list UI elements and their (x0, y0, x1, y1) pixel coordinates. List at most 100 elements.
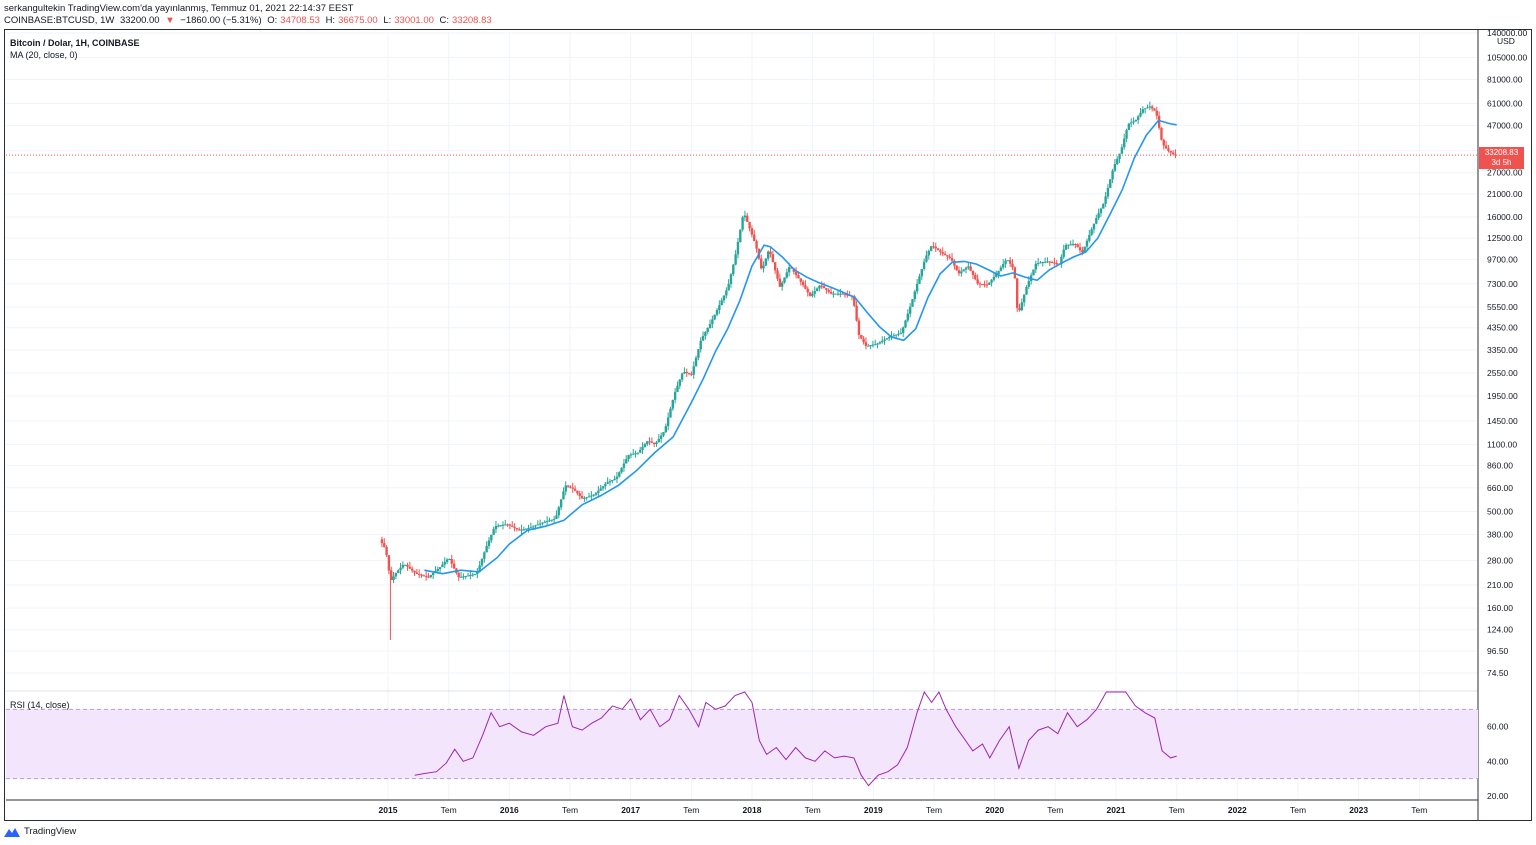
price-tick-label: 3350.00 (1487, 345, 1518, 355)
candle-body (538, 523, 542, 525)
candle-body (808, 292, 812, 296)
candle-body (511, 525, 514, 527)
candle-body (387, 555, 391, 571)
candle-body (815, 288, 819, 292)
candle-body (1009, 260, 1012, 264)
candle-body (1092, 223, 1096, 230)
candle-body (518, 529, 521, 531)
candle-body (1123, 138, 1126, 148)
price-tick-label: 9700.00 (1487, 255, 1518, 265)
candle-body (897, 333, 900, 335)
candle-body (969, 266, 972, 271)
candle-body (1027, 281, 1031, 287)
price-tick-label: 2550.00 (1487, 368, 1518, 378)
candle-body (913, 291, 917, 300)
candle-body (397, 570, 400, 574)
candle-body (867, 345, 870, 347)
price-tick-label: 21000.00 (1487, 189, 1523, 199)
candle-body (466, 575, 470, 577)
candle-body (392, 576, 395, 580)
candle-body (1083, 246, 1086, 253)
candle-body (1025, 286, 1028, 295)
time-tick-label: 2018 (743, 805, 762, 815)
candle-body (1011, 263, 1014, 268)
candle-body (1002, 264, 1005, 268)
candle-body (450, 558, 453, 564)
price-tick-label: 61000.00 (1487, 99, 1523, 109)
candle-body (1055, 263, 1058, 265)
candle-body (1043, 261, 1047, 263)
candle-body (469, 575, 472, 577)
candle-body (639, 449, 642, 453)
candle-body (997, 270, 1000, 275)
candle-body (485, 546, 488, 553)
candle-body (1062, 249, 1065, 257)
candle-body (839, 293, 842, 295)
candle-body (448, 558, 451, 560)
candle-body (1039, 262, 1042, 264)
candle-body (932, 246, 935, 248)
candle-body (701, 335, 705, 341)
candle-body (508, 524, 512, 526)
candle-body (676, 385, 679, 392)
candle-body (410, 568, 414, 571)
candle-body (1153, 108, 1156, 111)
candle-body (1167, 148, 1170, 151)
candle-body (1071, 243, 1075, 245)
price-tag-value: 33208.83 (1484, 148, 1519, 157)
candle-body (476, 571, 479, 575)
candle-body (939, 250, 942, 253)
candle-body (452, 563, 456, 569)
rsi-line (414, 690, 1177, 787)
candle-body (685, 371, 688, 373)
candle-body (492, 529, 495, 535)
candle-body (818, 285, 821, 289)
candle-body (925, 255, 928, 262)
candle-body (797, 275, 800, 279)
chart-legend: Bitcoin / Dolar, 1H, COINBASE MA (20, cl… (10, 37, 140, 61)
candle-body (520, 529, 523, 531)
candle-body (946, 255, 949, 257)
candle-body (422, 575, 426, 577)
time-tick-label: Tem (1047, 805, 1063, 815)
candle-body (753, 234, 756, 242)
close-label: C: (439, 15, 450, 26)
candle-body (648, 441, 651, 443)
candle-body (683, 371, 686, 374)
candle-body (1006, 260, 1010, 262)
tradingview-logo-icon (4, 827, 20, 837)
candle-body (1120, 147, 1124, 154)
candle-body (680, 373, 684, 380)
candle-body (739, 229, 742, 242)
candle-body (988, 282, 991, 285)
candle-body (857, 320, 861, 335)
candle-body (529, 527, 533, 529)
candle-body (720, 300, 723, 306)
candle-body (494, 525, 498, 530)
footer: TradingView (4, 826, 76, 837)
candle-body (390, 570, 393, 580)
time-tick-label: Tem (1169, 805, 1185, 815)
candle-body (1106, 187, 1110, 197)
candle-body (664, 426, 668, 433)
candle-body (401, 564, 405, 568)
candle-body (618, 472, 621, 477)
price-tick-label: 380.00 (1487, 530, 1513, 540)
candle-body (1143, 108, 1147, 110)
candle-body (960, 271, 963, 274)
time-tick-label: Tem (1290, 805, 1306, 815)
candle-body (413, 570, 416, 573)
candle-body (671, 399, 675, 409)
price-tick-label: 210.00 (1487, 580, 1513, 590)
candle-body (888, 336, 891, 339)
candle-body (957, 270, 961, 274)
low-label: L: (383, 15, 392, 26)
candle-body (669, 408, 672, 418)
time-tick-label: Tem (562, 805, 578, 815)
chart-frame[interactable] (4, 29, 1532, 821)
high-label: H: (325, 15, 336, 26)
candle-body (764, 258, 768, 266)
candle-body (1136, 116, 1140, 120)
candle-body (590, 495, 593, 497)
